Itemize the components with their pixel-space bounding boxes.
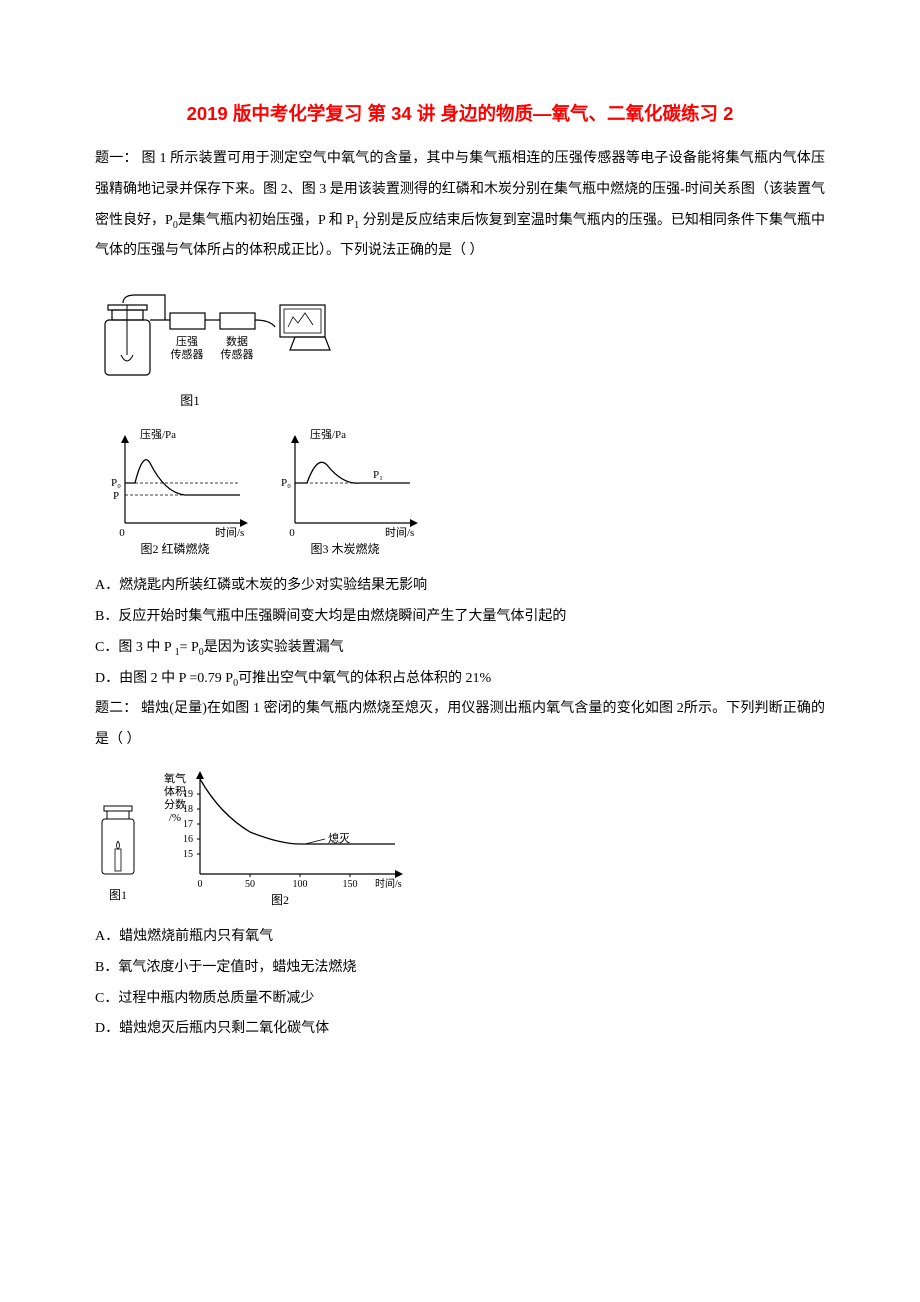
svg-text:数据: 数据 [226, 334, 248, 348]
svg-text:时间/s: 时间/s [385, 526, 414, 539]
svg-text:时间/s: 时间/s [375, 877, 402, 890]
q1-stem-part2: 是集气瓶内初始压强，P 和 P [178, 213, 354, 228]
figure-2-3-charts: 压强/Pa 时间/s 0 P₀ P 图2 红磷燃烧 压强/Pa 时间/s [95, 423, 825, 563]
q2-option-a: A．蜡烛燃烧前瓶内只有氧气 [95, 922, 825, 953]
q1-option-a: A．燃烧匙内所装红磷或木炭的多少对实验结果无影响 [95, 571, 825, 602]
svg-text:时间/s: 时间/s [215, 526, 244, 539]
svg-text:图2: 图2 [271, 893, 289, 907]
svg-text:0: 0 [289, 527, 295, 539]
svg-text:50: 50 [245, 879, 255, 890]
q1-option-b: B．反应开始时集气瓶中压强瞬间变大均是由燃烧瞬间产生了大量气体引起的 [95, 602, 825, 633]
figure-q2: 图1 氧气 体积 分数 /% 19 18 17 [95, 764, 825, 914]
svg-text:图3 木炭燃烧: 图3 木炭燃烧 [310, 541, 379, 556]
svg-text:0: 0 [198, 879, 203, 890]
svg-text:P₁: P₁ [373, 469, 383, 481]
svg-text:17: 17 [183, 819, 193, 830]
svg-text:图2 红磷燃烧: 图2 红磷燃烧 [140, 541, 209, 556]
page-title: 2019 版中考化学复习 第 34 讲 身边的物质—氧气、二氧化碳练习 2 [95, 100, 825, 126]
q1-option-d: D．由图 2 中 P =0.79 P0可推出空气中氧气的体积占总体积的 21% [95, 664, 825, 695]
q1-option-c: C．图 3 中 P 1= P0是因为该实验装置漏气 [95, 633, 825, 664]
q2-option-b: B．氧气浓度小于一定值时，蜡烛无法燃烧 [95, 953, 825, 984]
svg-text:压强/Pa: 压强/Pa [310, 428, 346, 441]
q2-option-d: D．蜡烛熄灭后瓶内只剩二氧化碳气体 [95, 1014, 825, 1045]
svg-text:16: 16 [183, 834, 193, 845]
svg-text:P₀: P₀ [111, 477, 121, 489]
q1-stem: 题一： 图 1 所示装置可用于测定空气中氧气的含量，其中与集气瓶相连的压强传感器… [95, 144, 825, 267]
svg-text:P₀: P₀ [281, 477, 291, 489]
svg-text:P: P [113, 490, 119, 502]
svg-text:100: 100 [293, 879, 308, 890]
figure-1-apparatus: 压强 传感器 数据 传感器 图1 [95, 275, 825, 415]
svg-text:传感器: 传感器 [171, 348, 204, 361]
svg-text:0: 0 [119, 527, 125, 539]
svg-text:压强: 压强 [176, 335, 198, 348]
q2-stem: 题二： 蜡烛(足量)在如图 1 密闭的集气瓶内燃烧至熄灭，用仪器测出瓶内氧气含量… [95, 694, 825, 756]
svg-text:氧气: 氧气 [164, 771, 186, 785]
svg-text:19: 19 [183, 789, 193, 800]
q2-option-c: C．过程中瓶内物质总质量不断减少 [95, 984, 825, 1015]
svg-text:15: 15 [183, 849, 193, 860]
svg-text:图1: 图1 [180, 393, 200, 408]
svg-text:150: 150 [343, 879, 358, 890]
svg-text:/%: /% [169, 812, 181, 824]
svg-text:熄灭: 熄灭 [328, 831, 350, 845]
svg-text:图1: 图1 [109, 888, 127, 902]
svg-text:压强/Pa: 压强/Pa [140, 428, 176, 441]
svg-text:传感器: 传感器 [221, 348, 254, 361]
svg-text:18: 18 [183, 804, 193, 815]
